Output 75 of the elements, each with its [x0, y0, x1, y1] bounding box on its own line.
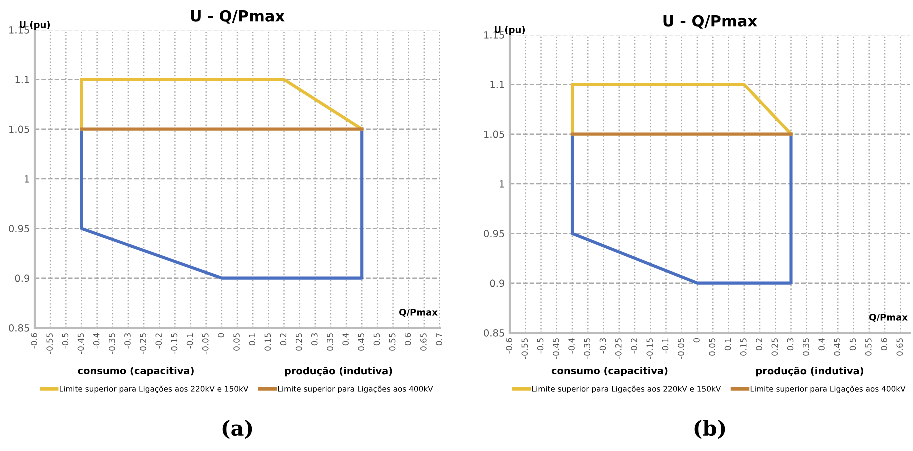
x-tick-label: -0.05 — [202, 334, 209, 354]
y-tick-label: 1.05 — [10, 126, 30, 134]
text: consumo (capacitiva) — [78, 367, 194, 376]
x-tick-label: -0.15 — [171, 334, 178, 354]
x-tick-label: 0.6 — [404, 333, 412, 346]
x-tick-label: 0.55 — [865, 338, 872, 356]
x-tick-label: 0 — [218, 333, 224, 338]
y-tick-label: 0.85 — [484, 329, 504, 337]
x-tick-label: 0.1 — [724, 338, 732, 351]
x-tick-label: -0.35 — [584, 338, 591, 360]
x-tick-label: 0.6 — [881, 338, 888, 351]
y-tick-label: 1 — [25, 176, 30, 183]
y-tick-label: 1.05 — [484, 130, 504, 138]
x-tick-label: 0.7 — [436, 334, 442, 346]
x-tick-label: -0.15 — [646, 338, 654, 360]
x-tick-label: -0.3 — [124, 334, 131, 349]
x-axis-title: Q/Pmax — [400, 308, 438, 318]
y-tick-label: 1.1 — [490, 81, 504, 88]
text: (b) — [694, 420, 726, 440]
x-tick-label: -0.25 — [140, 334, 146, 354]
x-tick-label: 0.65 — [896, 338, 904, 356]
chart-title: U - Q/Pmax — [191, 10, 285, 24]
x-tick-label: -0.35 — [109, 334, 116, 354]
x-tick-label: 0.15 — [740, 338, 747, 356]
x-tick-label: 0.65 — [420, 334, 427, 351]
y-tick-label: 1.1 — [16, 76, 30, 84]
x-tick-label: 0.25 — [296, 334, 302, 351]
x-tick-label: -0.5 — [537, 338, 544, 354]
y-tick-label: 0.9 — [490, 280, 504, 288]
text: consumo (capacitiva) — [552, 367, 668, 376]
x-tick-label: 0.45 — [358, 334, 365, 351]
x-tick-label: 0.5 — [850, 338, 856, 351]
x-tick-label: 0.55 — [389, 334, 396, 351]
x-axis-title: Q/Pmax — [870, 314, 908, 322]
x-tick-label: 0.45 — [834, 338, 841, 356]
x-tick-label: -0.55 — [46, 334, 53, 354]
x-tick-label: 0.5 — [374, 334, 380, 346]
x-tick-label: -0.45 — [552, 338, 560, 360]
y-tick-label: 0.95 — [484, 230, 504, 238]
x-tick-label: -0.2 — [631, 338, 638, 354]
x-tick-label: 0.2 — [280, 334, 287, 346]
x-tick-label: 0.2 — [756, 338, 762, 351]
x-tick-label: -0.05 — [678, 338, 684, 360]
x-tick-label: 0.4 — [342, 333, 349, 346]
x-tick-label: -0.5 — [62, 334, 69, 349]
x-tick-label: 0.15 — [264, 334, 272, 351]
x-tick-label: 0.35 — [802, 338, 810, 356]
x-tick-label: -0.2 — [156, 334, 162, 349]
x-tick-label: 0.25 — [772, 338, 778, 356]
text: produção (indutiva) — [756, 367, 864, 377]
x-tick-label: -0.25 — [615, 338, 622, 360]
chart-title: U - Q/Pmax — [664, 15, 758, 29]
x-tick-label: 0.05 — [234, 334, 240, 351]
x-tick-label: -0.1 — [186, 334, 194, 349]
x-tick-label: 0.05 — [709, 338, 716, 356]
y-tick-label: 0.85 — [9, 324, 30, 332]
x-tick-label: -0.1 — [662, 338, 669, 354]
x-tick-label: -0.6 — [31, 333, 38, 349]
x-tick-label: -0.55 — [522, 338, 528, 360]
x-tick-label: -0.4 — [568, 338, 575, 354]
x-tick-label: 0 — [694, 338, 700, 343]
y-tick-label: 0.9 — [15, 274, 30, 282]
x-tick-label: -0.4 — [93, 333, 100, 349]
x-tick-label: -0.6 — [506, 338, 512, 354]
x-tick-label: 0.4 — [818, 338, 825, 351]
text: (a) — [222, 420, 252, 440]
x-tick-label: -0.3 — [600, 338, 606, 354]
text: produção (indutiva) — [285, 367, 392, 377]
x-tick-label: 0.3 — [312, 334, 318, 346]
x-tick-label: 0.3 — [787, 338, 794, 351]
x-tick-label: -0.45 — [78, 334, 84, 354]
x-tick-label: 0.35 — [327, 334, 334, 351]
y-tick-label: 1 — [500, 180, 504, 188]
y-tick-label: 0.95 — [9, 225, 30, 232]
x-tick-label: 0.1 — [249, 334, 256, 346]
